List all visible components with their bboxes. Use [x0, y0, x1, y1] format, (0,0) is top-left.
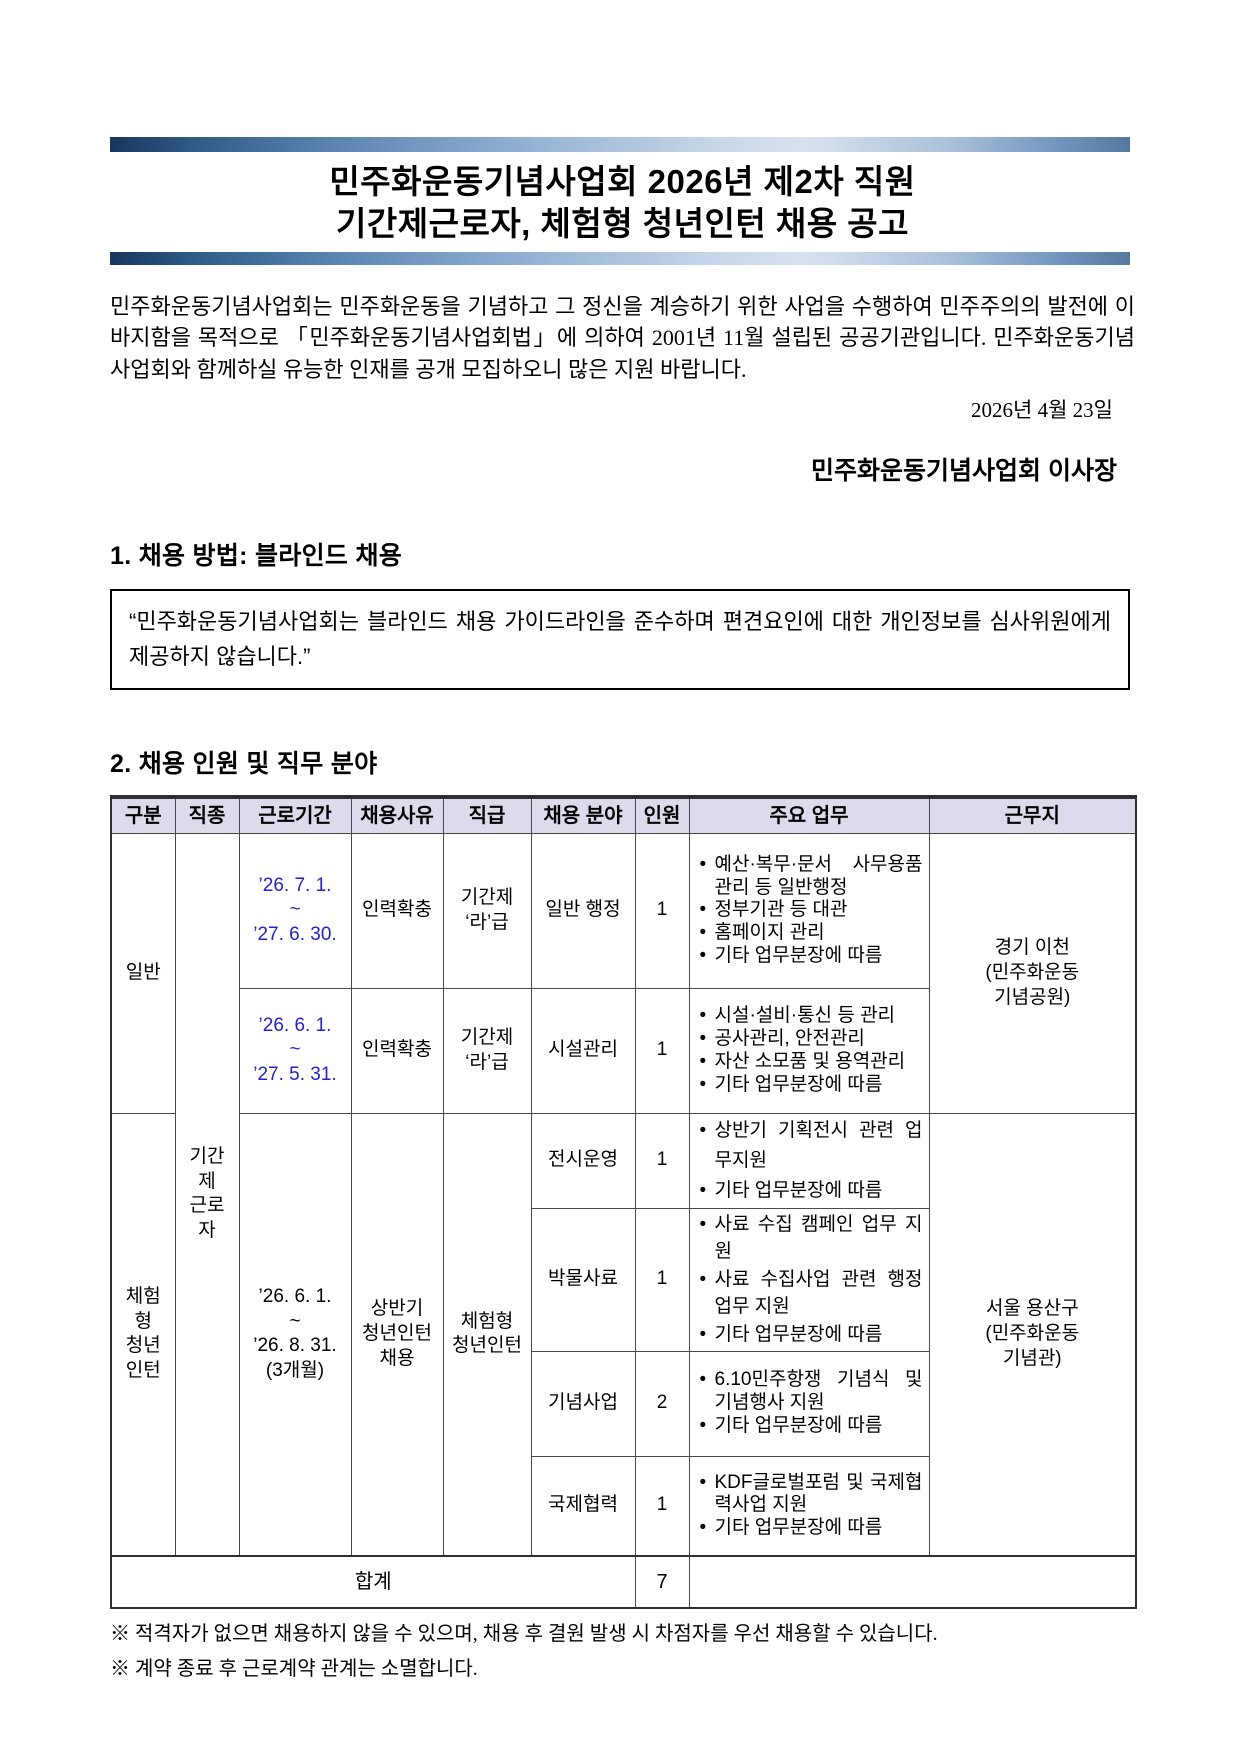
col-header-main-duties: 주요 업무	[688, 794, 930, 834]
task-item: 홈페이지 관리	[696, 922, 923, 945]
table-row-general-admin: 일반 기간제 근로자 ’26. 7. 1. ~ ’27. 6. 30. 인력확충…	[110, 832, 1137, 1557]
task-item: 예산·복무·문서 사무용품 관리 등 일반행정	[696, 854, 923, 900]
cell-group-intern: 체험형 청년 인턴	[110, 1112, 176, 1557]
task-item: 기타 업무분장에 따름	[696, 945, 923, 968]
footnotes: ※ 적격자가 없으면 채용하지 않을 수 있으며, 채용 후 결원 발생 시 차…	[110, 1620, 1135, 1684]
cell-location-intern: 서울 용산구 (민주화운동 기념관)	[928, 1112, 1137, 1557]
task-list: 시설·설비·통신 등 관리공사관리, 안전관리자산 소모품 및 용역관리기타 업…	[696, 1005, 923, 1096]
blind-hiring-notice-text: “민주화운동기념사업회는 블라인드 채용 가이드라인을 준수하며 편견요인에 대…	[129, 608, 1111, 670]
cell-field: 기념사업	[530, 1350, 636, 1457]
cell-tasks: 시설·설비·통신 등 관리공사관리, 안전관리자산 소모품 및 용역관리기타 업…	[688, 987, 930, 1114]
cell-headcount: 2	[634, 1350, 690, 1457]
task-list: 예산·복무·문서 사무용품 관리 등 일반행정정부기관 등 대관홈페이지 관리기…	[696, 854, 923, 968]
cell-tasks: KDF글로벌포럼 및 국제협력사업 지원기타 업무분장에 따름	[688, 1455, 930, 1557]
cell-reason: 인력확충	[350, 832, 444, 989]
document-title: 민주화운동기념사업회 2026년 제2차 직원 기간제근로자, 체험형 청년인턴…	[110, 161, 1135, 245]
col-header-hire-reason: 채용사유	[350, 794, 444, 834]
task-item: 기타 업무분장에 따름	[696, 1321, 923, 1349]
cell-total-empty	[688, 1555, 1137, 1609]
col-header-work-location: 근무지	[928, 794, 1137, 834]
intro-paragraph: 민주화운동기념사업회는 민주화운동을 기념하고 그 정신을 계승하기 위한 사업…	[110, 294, 1135, 382]
cell-field: 박물사료	[530, 1207, 636, 1352]
task-item: 기타 업무분장에 따름	[696, 1415, 923, 1438]
col-header-category: 구분	[110, 794, 176, 834]
cell-headcount: 1	[634, 832, 690, 989]
task-item: 공사관리, 안전관리	[696, 1028, 923, 1051]
cell-job-type: 기간제 근로자	[174, 832, 240, 1557]
cell-period: ’26. 7. 1. ~ ’27. 6. 30.	[238, 832, 352, 989]
task-item: 자산 소모품 및 용역관리	[696, 1051, 923, 1074]
col-header-headcount: 인원	[634, 794, 690, 834]
task-item: KDF글로벌포럼 및 국제협력사업 지원	[696, 1472, 923, 1518]
col-header-field: 채용 분야	[530, 794, 636, 834]
document-title-line2: 기간제근로자, 체험형 청년인턴 채용 공고	[336, 205, 909, 243]
footnote-2: ※ 계약 종료 후 근로계약 관계는 소멸합니다.	[110, 1658, 478, 1681]
table-row-exhibition: 체험형 청년 인턴 ’26. 6. 1. ~ ’26. 8. 31. (3개월)…	[110, 1112, 1137, 1557]
cell-grade-intern: 체험형 청년인턴	[442, 1112, 532, 1557]
section1-heading: 1. 채용 방법: 블라인드 채용	[110, 541, 403, 570]
cell-reason: 인력확충	[350, 987, 444, 1114]
cell-period-intern: ’26. 6. 1. ~ ’26. 8. 31. (3개월)	[238, 1112, 352, 1557]
cell-grade: 기간제 ‘라’급	[442, 987, 532, 1114]
task-item: 6.10민주항쟁 기념식 및 기념행사 지원	[696, 1369, 923, 1415]
table-row-international: 국제협력 1 KDF글로벌포럼 및 국제협력사업 지원기타 업무분장에 따름	[111, 1455, 1136, 1557]
col-header-grade: 직급	[442, 794, 532, 834]
task-item: 사료 수집사업 관련 행정 업무 지원	[696, 1266, 923, 1321]
cell-headcount: 1	[634, 1207, 690, 1352]
cell-field: 전시운영	[530, 1112, 636, 1209]
section2-heading: 2. 채용 인원 및 직무 분야	[110, 749, 378, 778]
cell-field: 일반 행정	[530, 832, 636, 989]
footnote-1: ※ 적격자가 없으면 채용하지 않을 수 있으며, 채용 후 결원 발생 시 차…	[110, 1623, 938, 1646]
cell-group-general: 일반	[110, 832, 176, 1114]
blind-hiring-notice-box: “민주화운동기념사업회는 블라인드 채용 가이드라인을 준수하며 편견요인에 대…	[110, 588, 1130, 690]
table-row-commemoration: 기념사업 2 6.10민주항쟁 기념식 및 기념행사 지원기타 업무분장에 따름	[111, 1350, 1136, 1457]
decorative-gradient-bar-bottom	[110, 252, 1130, 266]
cell-headcount: 1	[634, 1455, 690, 1557]
cell-tasks: 상반기 기획전시 관련 업무지원기타 업무분장에 따름	[688, 1112, 930, 1209]
task-item: 기타 업무분장에 따름	[696, 1074, 923, 1097]
document-title-line1: 민주화운동기념사업회 2026년 제2차 직원	[329, 163, 916, 200]
cell-total-label: 합계	[110, 1555, 636, 1609]
cell-tasks: 사료 수집 캠페인 업무 지원사료 수집사업 관련 행정 업무 지원기타 업무분…	[688, 1207, 930, 1352]
decorative-gradient-bar-top	[110, 137, 1130, 152]
task-item: 시설·설비·통신 등 관리	[696, 1005, 923, 1028]
table-header-row: 구분 직종 근로기간 채용사유 직급 채용 분야 인원 주요 업무 근무지	[110, 794, 1137, 834]
announcement-date: 2026년 4월 23일	[971, 397, 1113, 422]
cell-field: 시설관리	[530, 987, 636, 1114]
cell-tasks: 예산·복무·문서 사무용품 관리 등 일반행정정부기관 등 대관홈페이지 관리기…	[688, 832, 930, 989]
cell-location-general: 경기 이천 (민주화운동 기념공원)	[928, 832, 1137, 1114]
task-list: 상반기 기획전시 관련 업무지원기타 업무분장에 따름	[696, 1116, 923, 1206]
issuer-signature: 민주화운동기념사업회 이사장	[811, 456, 1117, 485]
cell-grade: 기간제 ‘라’급	[442, 832, 532, 989]
cell-period: ’26. 6. 1. ~ ’27. 5. 31.	[238, 987, 352, 1114]
cell-headcount: 1	[634, 987, 690, 1114]
table-total-row: 합계 7	[110, 1555, 1137, 1609]
table-row-facility: ’26. 6. 1. ~ ’27. 5. 31. 인력확충 기간제 ‘라’급 시…	[111, 987, 1136, 1114]
cell-headcount: 1	[634, 1112, 690, 1209]
task-item: 사료 수집 캠페인 업무 지원	[696, 1211, 923, 1266]
cell-field: 국제협력	[530, 1455, 636, 1557]
task-item: 정부기관 등 대관	[696, 899, 923, 922]
task-list: KDF글로벌포럼 및 국제협력사업 지원기타 업무분장에 따름	[696, 1472, 923, 1540]
cell-reason-intern: 상반기 청년인턴 채용	[350, 1112, 444, 1557]
recruitment-table: 구분 직종 근로기간 채용사유 직급 채용 분야 인원 주요 업무 근무지 일반…	[110, 794, 1137, 1610]
col-header-work-period: 근로기간	[238, 794, 352, 834]
task-item: 기타 업무분장에 따름	[696, 1176, 923, 1206]
task-list: 사료 수집 캠페인 업무 지원사료 수집사업 관련 행정 업무 지원기타 업무분…	[696, 1211, 923, 1349]
cell-total-count: 7	[634, 1555, 690, 1609]
col-header-job-type: 직종	[174, 794, 240, 834]
task-list: 6.10민주항쟁 기념식 및 기념행사 지원기타 업무분장에 따름	[696, 1369, 923, 1437]
task-item: 상반기 기획전시 관련 업무지원	[696, 1116, 923, 1176]
cell-tasks: 6.10민주항쟁 기념식 및 기념행사 지원기타 업무분장에 따름	[688, 1350, 930, 1457]
table-row-archives: 박물사료 1 사료 수집 캠페인 업무 지원사료 수집사업 관련 행정 업무 지…	[111, 1207, 1136, 1352]
task-item: 기타 업무분장에 따름	[696, 1517, 923, 1540]
